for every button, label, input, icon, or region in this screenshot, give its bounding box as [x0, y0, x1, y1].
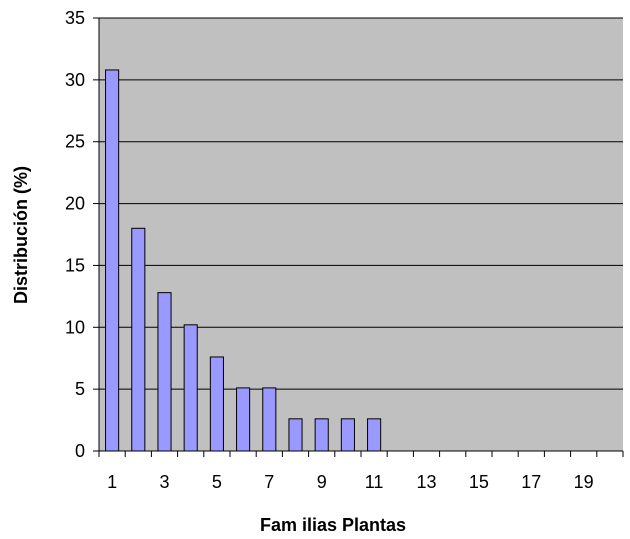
- x-tick-label: 11: [365, 472, 384, 492]
- x-tick-label: 13: [416, 472, 436, 492]
- bar: [183, 324, 198, 452]
- x-tick-label: 17: [521, 472, 541, 492]
- y-tick-label: 35: [65, 8, 85, 28]
- x-axis-title: Fam ilias Plantas: [260, 515, 406, 535]
- bar: [131, 227, 146, 452]
- bar: [340, 418, 355, 452]
- bar: [157, 292, 172, 452]
- x-tick-label: 9: [317, 472, 327, 492]
- x-tick-label: 19: [574, 472, 594, 492]
- x-tick-label: 3: [159, 472, 169, 492]
- x-tick-label: 7: [264, 472, 274, 492]
- bar: [105, 69, 120, 452]
- y-tick-label: 20: [65, 194, 85, 214]
- y-tick-label: 30: [65, 70, 85, 90]
- bar: [236, 387, 251, 452]
- y-tick-label: 10: [65, 317, 85, 337]
- x-tick-label: 1: [107, 472, 117, 492]
- bar: [262, 387, 277, 452]
- x-tick-label: 5: [212, 472, 222, 492]
- y-tick-label: 5: [75, 379, 85, 399]
- y-tick-label: 25: [65, 132, 85, 152]
- x-tick-label: 15: [469, 472, 489, 492]
- bar: [209, 356, 224, 452]
- bar: [288, 418, 303, 452]
- y-axis-title: Distribución (%): [11, 166, 31, 304]
- x-ticks: 1 3 5 7 9 11 13 15 17 19: [98, 451, 624, 492]
- plot-area: [99, 18, 623, 451]
- bars: [105, 69, 382, 452]
- y-ticks: 0 5 10 15 20 25 30 35: [65, 8, 99, 461]
- y-tick-label: 15: [65, 255, 85, 275]
- bar: [367, 418, 382, 452]
- bar: [314, 418, 329, 452]
- y-tick-label: 0: [75, 441, 85, 461]
